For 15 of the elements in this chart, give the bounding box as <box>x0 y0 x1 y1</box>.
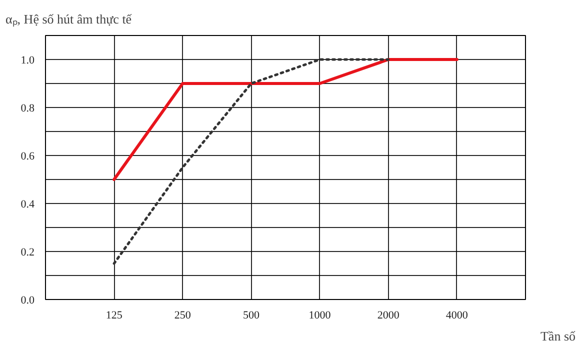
x-tick-label: 1000 <box>308 310 332 322</box>
y-tick-label: 0.2 <box>20 246 34 258</box>
x-tick-label: 2000 <box>377 310 400 322</box>
y-tick-label: 0.8 <box>20 102 35 114</box>
y-tick-label: 0.6 <box>20 150 35 162</box>
y-tick-label: 0.0 <box>20 294 35 306</box>
y-tick-label: 1.0 <box>20 54 35 66</box>
line-series <box>112 58 390 265</box>
x-axis-title: Tần số <box>540 328 576 344</box>
x-tick-label: 4000 <box>446 310 468 322</box>
x-tick-label: 500 <box>242 310 260 322</box>
x-tick-label: 125 <box>106 310 123 322</box>
y-tick-label: 0.4 <box>20 198 35 210</box>
y-axis-title: αₚ, Hệ số hút âm thực tế <box>6 12 133 28</box>
x-tick-label: 250 <box>174 310 192 322</box>
